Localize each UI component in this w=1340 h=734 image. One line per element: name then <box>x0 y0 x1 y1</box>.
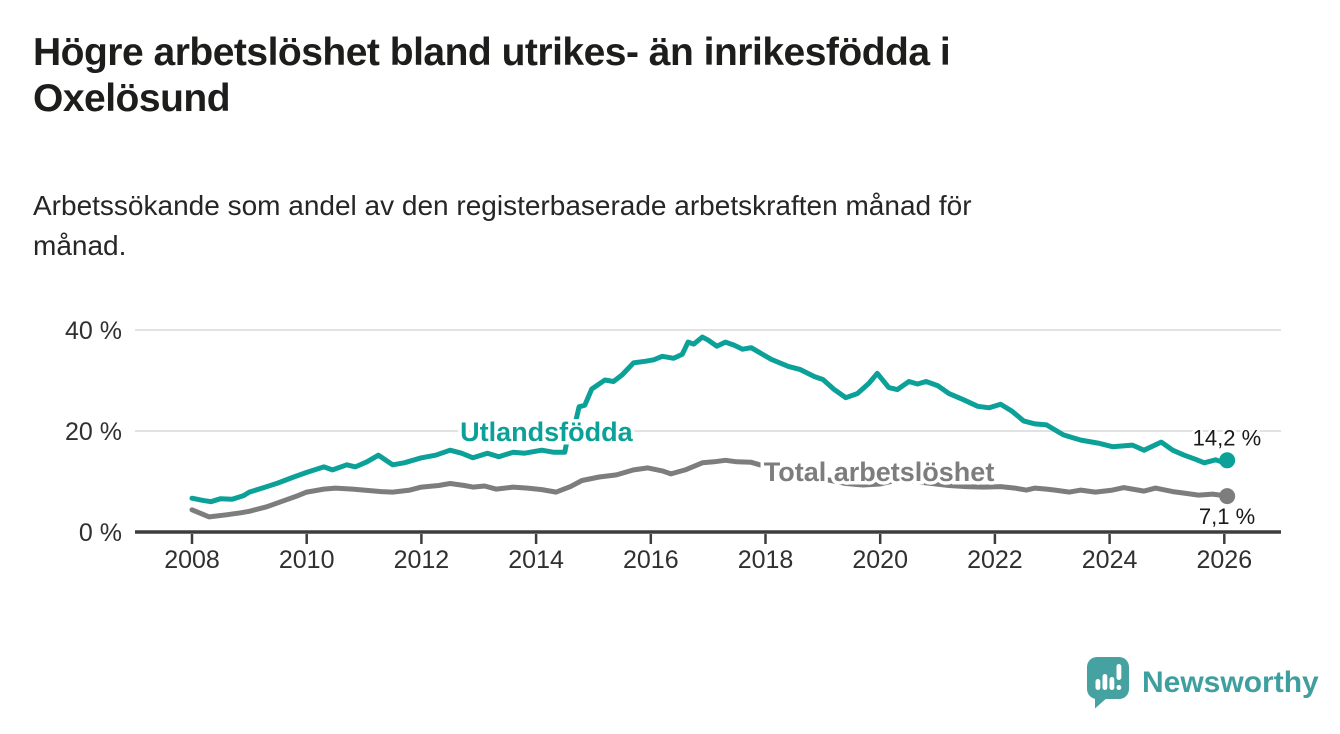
series-label-utlandsfodda: Utlandsfödda <box>460 417 633 447</box>
logo-bubble-tail <box>1095 696 1109 709</box>
series-line-total <box>189 457 1230 520</box>
logo-bar-1 <box>1095 679 1101 690</box>
page-title: Högre arbetslöshet bland utrikes- än inr… <box>33 30 951 121</box>
logo-bar-2 <box>1102 674 1108 690</box>
chart-subtitle-line-1: Arbetssökande som andel av den registerb… <box>33 190 972 221</box>
bar-chart-speech-bubble-icon <box>1087 657 1129 709</box>
x-tick-label: 2014 <box>508 546 564 574</box>
logo-bar-3 <box>1109 677 1115 690</box>
series-end-dot-total <box>1219 488 1236 505</box>
x-tick-label: 2026 <box>1196 546 1252 574</box>
logo-bubble <box>1087 657 1129 699</box>
x-tick-label: 2016 <box>623 546 679 574</box>
series-end-dot-utlandsfodda <box>1219 452 1236 469</box>
y-tick-label: 0 % <box>79 519 122 547</box>
newsworthy-logo: Newsworthy <box>1086 656 1319 710</box>
series-label-total: Total arbetslöshet <box>764 457 995 487</box>
x-tick-label: 2018 <box>738 546 794 574</box>
page-title-line-1: Högre arbetslöshet bland utrikes- än inr… <box>33 31 951 74</box>
logo-exclamation-dot <box>1116 685 1122 690</box>
chart-subtitle: Arbetssökande som andel av den registerb… <box>33 186 972 266</box>
x-tick-label: 2024 <box>1082 546 1138 574</box>
logo-exclamation-bar <box>1116 664 1122 680</box>
end-value-label-total: 7,1 % <box>1199 504 1255 529</box>
x-tick-label: 2020 <box>852 546 908 574</box>
x-tick-label: 2012 <box>394 546 450 574</box>
x-tick-label: 2010 <box>279 546 335 574</box>
x-tick-label: 2008 <box>164 546 220 574</box>
series-line-utlandsfodda <box>189 334 1230 505</box>
y-tick-label: 20 % <box>65 418 122 446</box>
chart-subtitle-line-2: månad. <box>33 230 127 262</box>
end-value-label-utlandsfodda: 14,2 % <box>1193 425 1262 450</box>
x-tick-label: 2022 <box>967 546 1023 574</box>
page-title-line-2: Oxelösund <box>33 76 231 120</box>
y-tick-label: 40 % <box>65 317 122 345</box>
newsworthy-logo-text: Newsworthy <box>1142 666 1319 699</box>
